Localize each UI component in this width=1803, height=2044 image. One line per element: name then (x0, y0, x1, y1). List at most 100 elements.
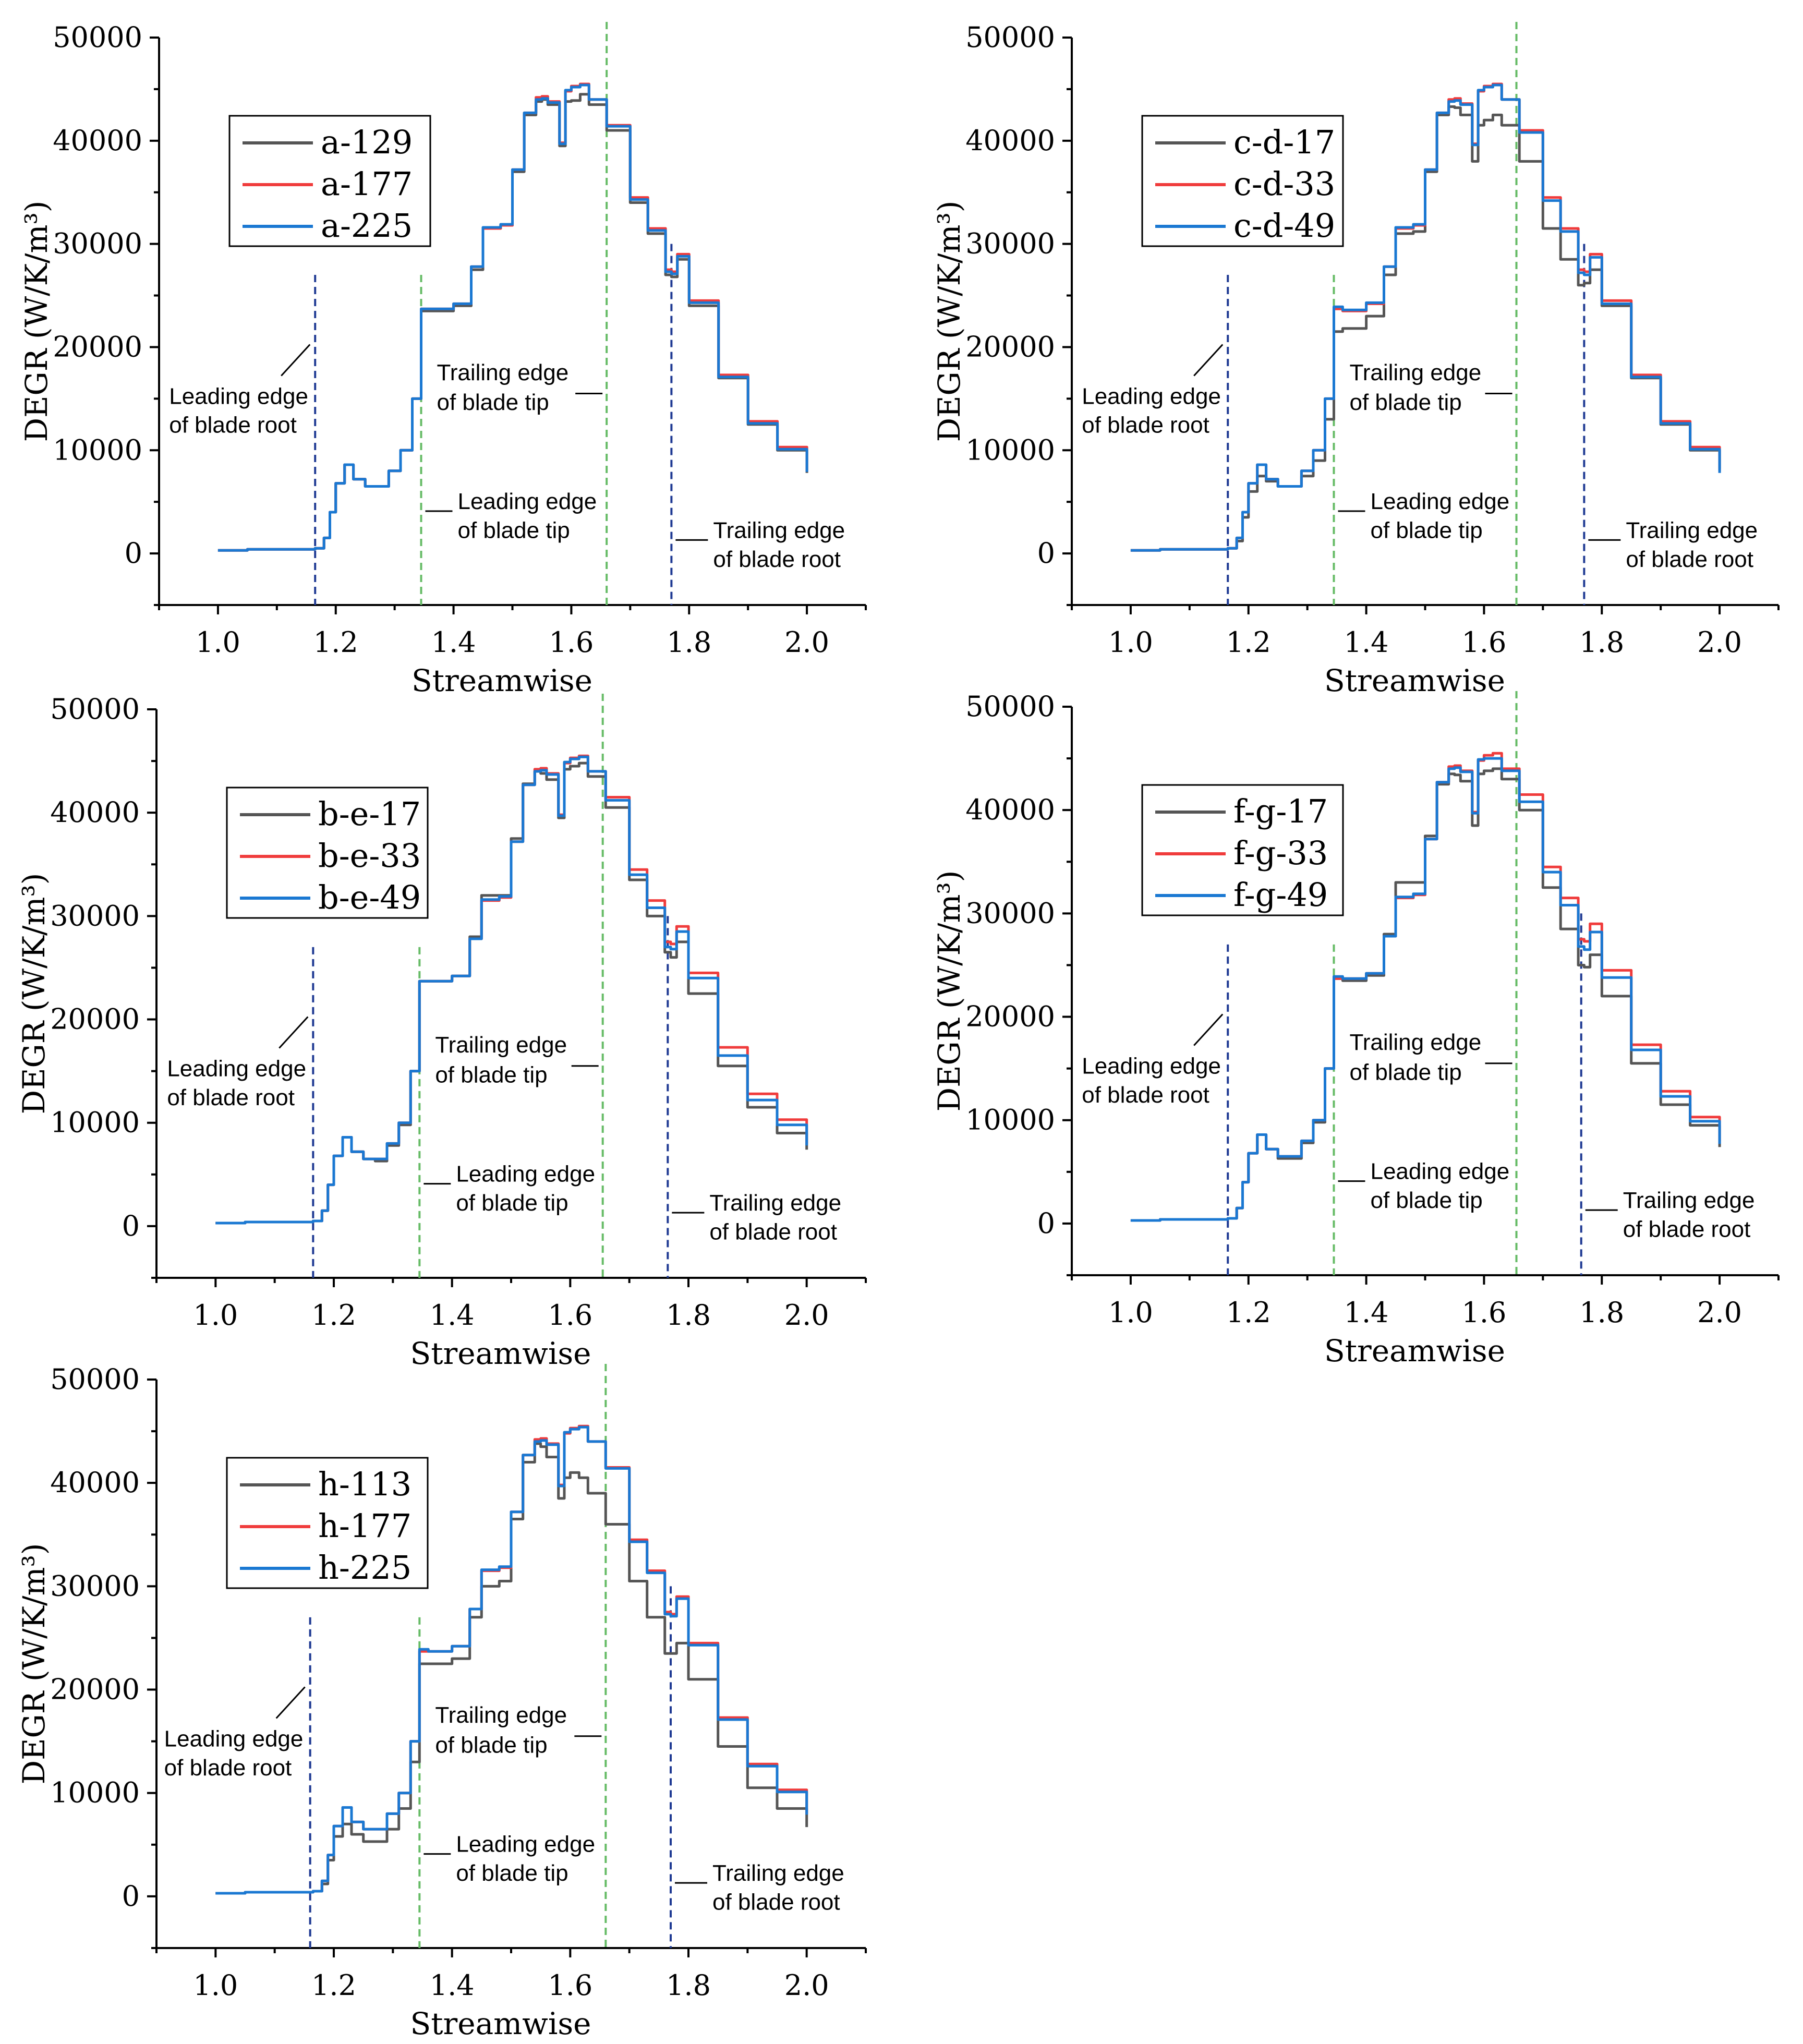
annotation-trailing-tip: Trailing edge (437, 360, 568, 385)
y-tick-label: 30000 (965, 897, 1055, 929)
x-tick-label: 1.2 (313, 626, 358, 659)
legend: h-113 h-177 h-225 (226, 1457, 429, 1589)
legend: c-d-17 c-d-33 c-d-49 (1141, 115, 1344, 247)
annotation-leading-root: Leading edge (1082, 1054, 1221, 1079)
annotation-leading-root: of blade root (164, 1755, 292, 1781)
x-tick-label: 2.0 (1697, 1296, 1742, 1329)
legend: a-129 a-177 a-225 (228, 115, 431, 247)
legend-box (226, 1457, 429, 1589)
annotation-arrow (281, 344, 311, 377)
annotation-leading-tip: of blade tip (456, 1190, 568, 1216)
y-tick-label: 20000 (53, 330, 142, 363)
legend-label: c-d-49 (1233, 207, 1335, 245)
y-tick-label: 30000 (965, 227, 1055, 260)
x-tick-label: 2.0 (1697, 626, 1742, 659)
y-axis-title: DEGR (W/K/m³) (931, 870, 967, 1112)
annotation-trailing-root: of blade root (712, 1890, 840, 1915)
annotation-trailing-root: Trailing edge (1623, 1188, 1755, 1213)
x-tick-label: 1.2 (311, 1969, 356, 2002)
series-line-h-113 (215, 1442, 808, 1895)
y-tick-label: 10000 (53, 433, 142, 466)
series-line-h-225 (215, 1425, 808, 1895)
annotation-trailing-root: Trailing edge (1626, 517, 1758, 543)
y-tick-label: 0 (122, 1210, 140, 1242)
chart-panel-b-e: 0 10000 20000 30000 40000 50000 1.0 1.2 1.4 1.6 1.… (16, 693, 867, 1371)
x-axis-title: Streamwise (412, 663, 592, 698)
annotation-leading-tip: Leading edge (1370, 1159, 1509, 1184)
y-axis-title: DEGR (W/K/m³) (16, 873, 52, 1115)
series-line-c-d-49 (1130, 83, 1721, 552)
x-tick-label: 1.4 (1344, 1296, 1389, 1329)
annotation-leading-tip: of blade tip (1370, 1188, 1482, 1213)
annotation-trailing-tip: of blade tip (435, 1732, 547, 1758)
legend-label: b-e-33 (318, 837, 421, 875)
x-tick-label: 1.4 (431, 626, 476, 659)
y-tick-label: 40000 (53, 124, 142, 157)
annotation-trailing-tip: of blade tip (435, 1062, 547, 1087)
x-tick-label: 1.6 (548, 1969, 592, 2002)
annotation-trailing-root: of blade root (1623, 1217, 1751, 1242)
series-line-c-d-17 (1130, 105, 1721, 552)
y-tick-label: 0 (1037, 1207, 1055, 1240)
legend-label: h-177 (318, 1507, 412, 1545)
y-tick-label: 20000 (965, 330, 1055, 363)
series-line-b-e-49 (215, 755, 808, 1225)
y-tick-label: 0 (125, 537, 142, 570)
series-line-a-225 (217, 83, 808, 552)
annotation-trailing-root: of blade root (709, 1219, 837, 1245)
chart-panel-c-d: 0 10000 20000 30000 40000 50000 1.0 1.2 1.4 1.6 1.… (931, 21, 1780, 698)
x-tick-label: 1.8 (1579, 626, 1624, 659)
x-tick-label: 1.0 (196, 626, 240, 659)
legend-label: h-225 (318, 1549, 412, 1587)
x-axis-title: Streamwise (1324, 663, 1505, 698)
annotation-trailing-root: of blade root (713, 547, 841, 572)
annotation-leading-root: of blade root (169, 413, 297, 438)
y-tick-label: 20000 (50, 1673, 140, 1706)
x-tick-label: 1.4 (1344, 626, 1389, 659)
annotation-trailing-tip: of blade tip (1349, 390, 1461, 415)
x-tick-label: 1.6 (549, 626, 594, 659)
y-tick-label: 30000 (50, 1569, 140, 1602)
legend-label: a-177 (321, 165, 413, 203)
x-tick-label: 1.2 (311, 1299, 356, 1332)
annotation-arrow (1193, 344, 1224, 377)
annotation-leading-root: of blade root (1082, 413, 1209, 438)
annotation-trailing-root: of blade root (1626, 547, 1753, 572)
annotation-leading-tip: Leading edge (1370, 489, 1509, 514)
x-tick-label: 2.0 (784, 1969, 829, 2002)
y-tick-label: 50000 (50, 693, 140, 725)
x-tick-label: 1.6 (1461, 1296, 1506, 1329)
x-tick-label: 2.0 (784, 626, 829, 659)
annotation-leading-tip: of blade tip (456, 1860, 568, 1886)
legend-label: f-g-49 (1233, 876, 1328, 914)
annotation-leading-root: Leading edge (169, 383, 308, 409)
x-tick-label: 1.8 (667, 626, 711, 659)
x-tick-label: 1.2 (1226, 1296, 1271, 1329)
annotation-leading-tip: Leading edge (456, 1162, 595, 1187)
x-axis-title: Streamwise (410, 2006, 591, 2041)
series-line-f-g-49 (1130, 757, 1721, 1222)
y-tick-label: 30000 (50, 899, 140, 932)
annotation-trailing-tip: Trailing edge (1349, 1030, 1481, 1055)
x-tick-label: 1.4 (430, 1969, 475, 2002)
annotation-leading-tip: Leading edge (456, 1832, 595, 1857)
legend-label: b-e-49 (318, 878, 421, 916)
x-axis-title: Streamwise (1324, 1333, 1505, 1369)
y-tick-label: 10000 (50, 1106, 140, 1139)
y-axis-title: DEGR (W/K/m³) (19, 201, 54, 442)
y-tick-label: 0 (1037, 537, 1055, 570)
annotation-leading-root: Leading edge (1082, 383, 1221, 409)
annotation-leading-root: of blade root (167, 1085, 295, 1110)
annotation-trailing-root: Trailing edge (712, 1860, 844, 1886)
y-tick-label: 40000 (965, 124, 1055, 157)
y-tick-label: 50000 (53, 21, 142, 54)
x-tick-label: 1.0 (1108, 1296, 1153, 1329)
x-tick-label: 1.8 (1579, 1296, 1624, 1329)
legend-label: h-113 (318, 1465, 412, 1503)
annotation-leading-tip: Leading edge (457, 489, 597, 514)
annotation-leading-tip: of blade tip (457, 517, 570, 543)
annotation-arrow (1193, 1013, 1224, 1046)
legend-label: a-225 (321, 207, 413, 245)
y-tick-label: 20000 (50, 1003, 140, 1036)
